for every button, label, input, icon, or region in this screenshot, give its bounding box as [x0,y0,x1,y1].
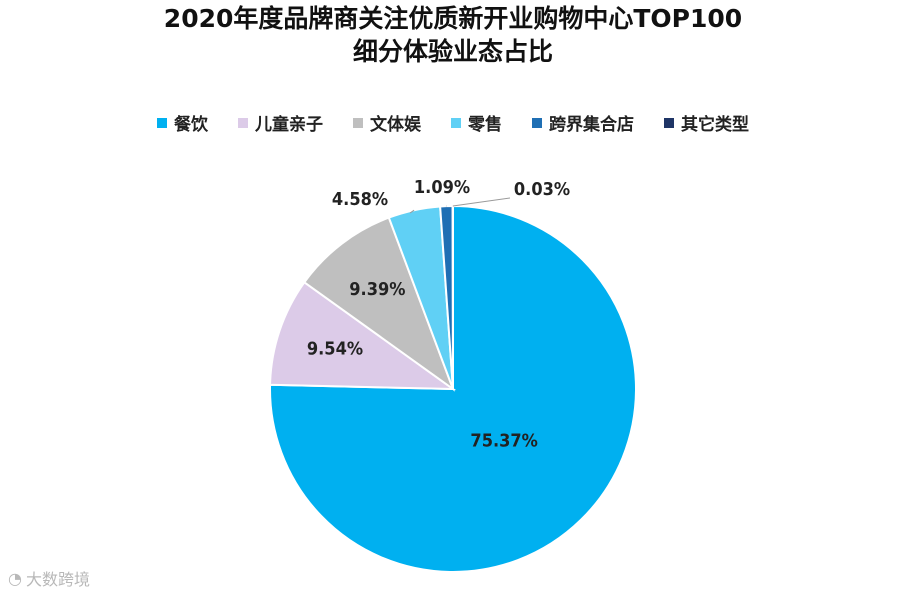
pie-slice [269,204,637,573]
legend-label: 儿童亲子 [255,115,323,135]
slice-data-label: 9.54% [307,339,363,360]
watermark-text: 大数跨境 [25,570,90,589]
legend-item: 餐饮 [157,110,208,135]
legend-item: 文体娱 [353,110,421,135]
slice-data-label: 4.58% [332,189,388,210]
slice-data-label: 0.03% [514,179,570,200]
chart-title-line-2: 细分体验业态占比 [352,37,553,66]
leader-line [409,209,415,214]
legend-item: 儿童亲子 [238,110,323,135]
legend-swatch [353,117,363,128]
leader-line [452,197,511,207]
slice-data-label: 75.37% [470,430,537,451]
pie-slice [269,280,457,391]
chart-legend: 餐饮 儿童亲子 文体娱 零售 跨界集合店 其它类型 [0,110,906,135]
legend-label: 零售 [468,115,502,135]
legend-swatch [664,117,674,128]
legend-item: 其它类型 [664,110,749,135]
legend-swatch [532,117,542,128]
watermark: ◔ 大数跨境 [8,566,90,590]
pie-slice [302,216,456,392]
chart-title-line-1: 2020年度品牌商关注优质新开业购物中心TOP100 [163,4,743,33]
legend-swatch [157,117,167,128]
slice-data-label: 1.09% [414,177,470,198]
legend-item: 零售 [451,110,502,135]
legend-label: 文体娱 [370,115,421,135]
legend-swatch [238,117,248,128]
slice-data-label: 9.39% [349,279,405,300]
chart-title: 2020年度品牌商关注优质新开业购物中心TOP100 细分体验业态占比 [0,2,906,68]
legend-item: 跨界集合店 [532,110,634,135]
legend-label: 餐饮 [174,115,208,135]
watermark-logo-icon: ◔ [8,568,22,588]
legend-label: 其它类型 [681,115,749,135]
legend-label: 跨界集合店 [549,115,634,135]
legend-swatch [451,117,461,128]
